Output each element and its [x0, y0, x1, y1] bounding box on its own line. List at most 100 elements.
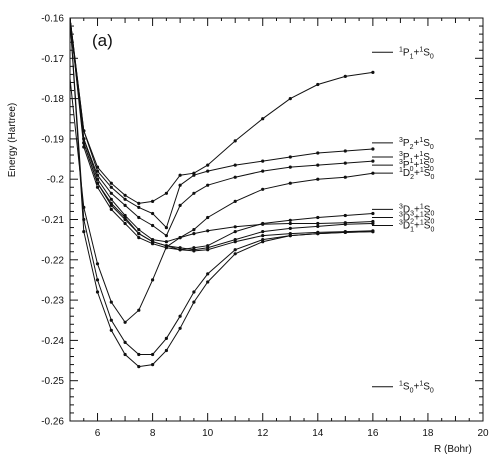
series-line-2 — [69, 17, 373, 229]
data-point — [371, 70, 375, 74]
y-tick-label: -0.23 — [41, 296, 64, 307]
x-tick-label: 12 — [257, 428, 269, 439]
y-tick-label: -0.18 — [41, 94, 64, 105]
asymptote-label-6: 3D3+1S0 — [399, 203, 434, 217]
data-point — [233, 230, 237, 234]
data-point — [178, 326, 182, 330]
data-point — [164, 234, 168, 238]
data-point — [261, 234, 265, 238]
data-point — [206, 280, 210, 284]
data-point — [178, 314, 182, 318]
data-point — [109, 185, 113, 189]
asymptote-label-3: 3P1+1S0 — [399, 151, 434, 165]
data-point — [151, 242, 155, 246]
data-point — [206, 183, 210, 187]
data-point — [109, 203, 113, 207]
data-point — [137, 232, 141, 236]
data-point — [261, 187, 265, 191]
data-point — [288, 97, 292, 101]
data-point — [109, 300, 113, 304]
data-point — [109, 328, 113, 332]
data-point — [288, 234, 292, 238]
data-point — [137, 365, 141, 369]
data-point — [137, 352, 141, 357]
data-point — [206, 272, 210, 276]
data-point — [316, 215, 320, 220]
data-point — [123, 340, 127, 344]
data-point — [316, 177, 320, 181]
data-point — [82, 145, 86, 149]
series-line-5 — [69, 17, 373, 251]
data-point — [261, 230, 265, 234]
data-point — [316, 82, 320, 87]
data-point — [233, 252, 237, 256]
data-point — [233, 139, 237, 143]
data-point — [123, 193, 127, 197]
data-point — [371, 230, 375, 234]
data-point — [261, 169, 265, 173]
data-point — [95, 185, 100, 189]
data-point — [316, 221, 320, 226]
x-tick-label: 18 — [422, 428, 434, 439]
data-point — [123, 203, 127, 207]
x-tick-label: 20 — [477, 428, 489, 439]
data-point — [316, 151, 320, 155]
data-point — [82, 230, 86, 234]
data-point — [151, 199, 155, 203]
data-point — [206, 163, 210, 167]
asymptote-label-5: 1D2+1S0 — [399, 167, 434, 181]
x-tick-label: 14 — [312, 428, 324, 439]
data-point — [288, 226, 292, 230]
data-point — [164, 240, 168, 244]
data-point — [343, 213, 347, 218]
data-point — [288, 218, 292, 222]
panel-label: (a) — [92, 31, 113, 50]
y-axis-title: Energy (Hartree) — [7, 103, 18, 177]
data-point — [192, 300, 196, 304]
asymptote-label-4: 3P0+1S0 — [399, 159, 434, 173]
data-point — [123, 197, 127, 201]
data-point — [288, 165, 292, 169]
series-line-10 — [69, 17, 373, 368]
data-point — [164, 336, 168, 340]
data-point — [233, 225, 237, 229]
y-tick-label: -0.21 — [41, 215, 64, 226]
data-point — [371, 159, 375, 163]
data-point — [95, 278, 100, 282]
data-point — [316, 232, 320, 236]
data-point — [137, 228, 141, 232]
data-point — [137, 205, 141, 209]
data-point — [164, 226, 168, 230]
data-point — [109, 207, 113, 211]
data-point — [123, 217, 127, 222]
data-point — [164, 191, 168, 195]
data-point — [137, 201, 141, 205]
data-point — [178, 248, 182, 252]
data-point — [192, 249, 196, 253]
data-point — [137, 236, 141, 240]
y-tick-label: -0.22 — [41, 255, 64, 266]
data-point — [192, 228, 196, 232]
data-point — [233, 248, 237, 252]
data-point — [123, 221, 127, 226]
data-point — [233, 199, 237, 203]
data-point — [109, 181, 113, 185]
data-point — [261, 240, 265, 244]
data-point — [192, 191, 196, 195]
data-point — [233, 175, 237, 179]
x-tick-label: 16 — [367, 428, 379, 439]
data-point — [151, 352, 155, 357]
data-point — [178, 203, 182, 207]
y-tick-label: -0.25 — [41, 376, 64, 387]
data-point — [206, 248, 210, 252]
series-line-7 — [69, 17, 373, 252]
data-point — [95, 262, 100, 266]
data-point — [288, 155, 292, 159]
y-tick-label: -0.24 — [41, 336, 64, 347]
data-point — [109, 191, 113, 195]
data-point — [178, 183, 182, 187]
y-tick-label: -0.2 — [47, 175, 65, 186]
